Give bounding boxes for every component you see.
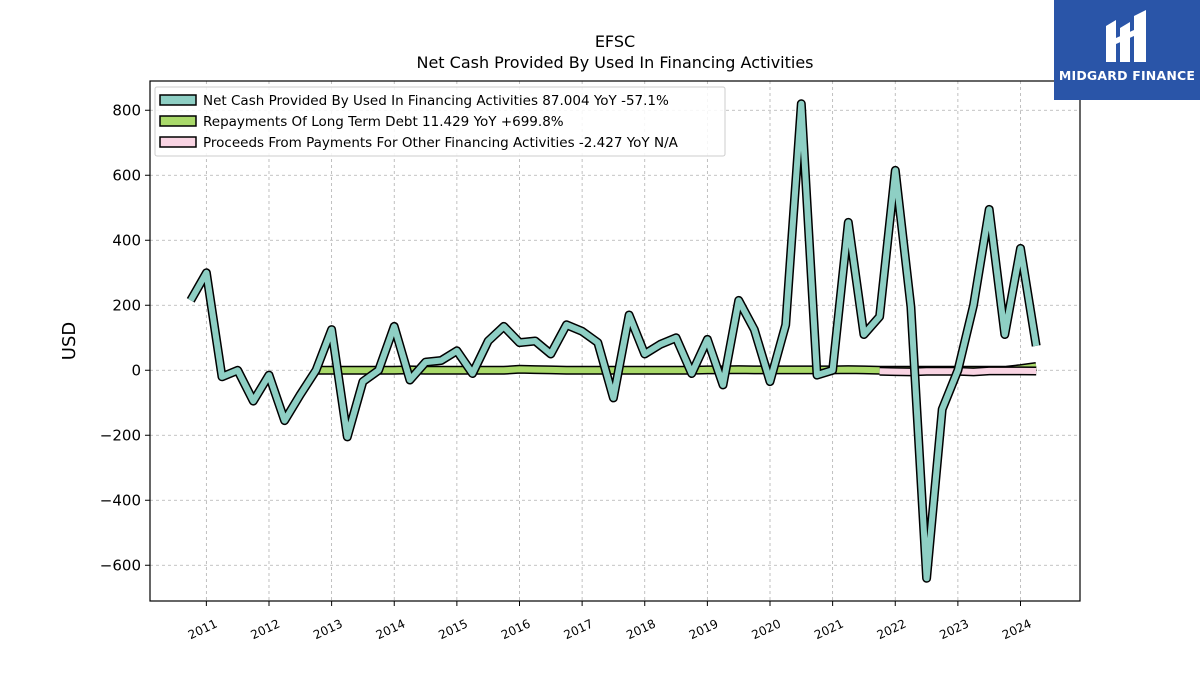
chart-subtitle: Net Cash Provided By Used In Financing A… (416, 53, 813, 72)
legend-swatch (159, 136, 197, 148)
x-tick-label: 2020 (750, 617, 784, 643)
x-tick-label: 2011 (186, 617, 220, 643)
x-tick-label: 2014 (374, 617, 408, 643)
x-tick-label: 2016 (499, 617, 533, 643)
y-tick-label: 0 (131, 361, 141, 379)
legend: Net Cash Provided By Used In Financing A… (154, 86, 726, 157)
series-line (188, 100, 1040, 582)
x-tick-label: 2023 (937, 617, 971, 643)
grid (150, 81, 1080, 601)
legend-entry: Net Cash Provided By Used In Financing A… (203, 93, 669, 109)
logo-text: MIDGARD FINANCE (1058, 68, 1196, 83)
y-tick-label: 200 (112, 296, 141, 314)
y-tick-label: −400 (100, 491, 141, 509)
x-tick-label: 2017 (562, 617, 596, 643)
legend-entry: Repayments Of Long Term Debt 11.429 YoY … (203, 114, 564, 130)
x-tick-label: 2024 (1000, 617, 1034, 643)
y-tick-label: 600 (112, 166, 141, 184)
x-tick-label: 2019 (687, 617, 721, 643)
y-tick-label: 400 (112, 231, 141, 249)
x-tick-label: 2018 (624, 617, 658, 643)
chart-title: EFSC (595, 32, 635, 51)
y-tick-label: −600 (100, 556, 141, 574)
logo-mark-icon (1106, 10, 1146, 62)
x-tick-label: 2012 (248, 617, 282, 643)
plot-frame (149, 80, 1081, 602)
y-tick-label: −200 (100, 426, 141, 444)
x-tick-label: 2022 (875, 617, 909, 643)
legend-box (154, 86, 726, 157)
legend-swatch (159, 94, 197, 106)
y-axis: −600 −400 −200 0 200 400 600 800 (100, 101, 150, 574)
x-axis: 2011 2012 2013 2014 2015 2016 2017 2018 2019 2020… (186, 601, 1034, 642)
x-tick-label: 2015 (436, 617, 470, 643)
x-tick-label: 2013 (311, 617, 345, 643)
series-layer (186, 99, 1041, 583)
y-tick-label: 800 (112, 101, 141, 119)
y-axis-label: USD (59, 322, 80, 360)
x-tick-label: 2021 (812, 617, 846, 643)
legend-entry: Proceeds From Payments For Other Financi… (203, 135, 679, 151)
legend-swatch (159, 115, 197, 127)
brand-logo: MIDGARD FINANCE (1054, 0, 1200, 100)
